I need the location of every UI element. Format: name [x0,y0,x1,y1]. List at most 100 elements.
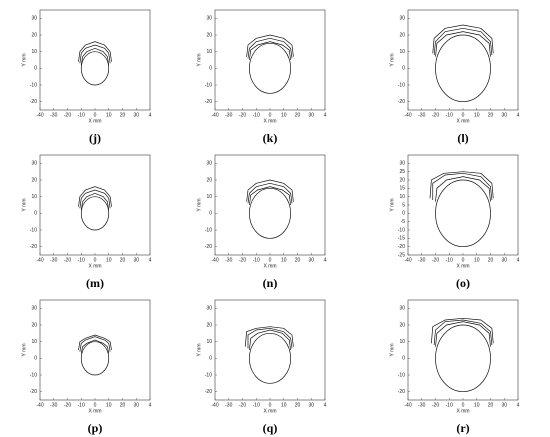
x-tick-label: -30 [225,257,232,263]
x-tick-label: -40 [211,402,218,408]
y-tick-label: 30 [399,306,405,312]
x-tick-label: 20 [120,112,126,118]
x-tick-label: -40 [36,257,43,263]
y-tick-label: 0 [209,211,212,217]
x-tick-label: -30 [225,112,232,118]
x-tick-label: -10 [446,257,453,263]
y-tick-label: 20 [206,177,212,183]
x-tick-label: 0 [94,257,97,263]
panel-label: (k) [263,131,278,145]
plot-frame [214,154,326,256]
x-tick-label: 20 [295,257,301,263]
substrate-circle [249,187,291,239]
layer-profile [432,24,494,54]
x-axis-label: X mm [456,263,469,269]
plot-frame [407,154,519,256]
y-tick-label: 30 [399,161,405,167]
x-tick-label: 20 [488,402,494,408]
x-tick-label: 20 [295,112,301,118]
y-axis-label: Y mm [21,54,27,67]
y-tick-label: 20 [206,322,212,328]
substrate-circle [80,51,110,86]
x-tick-label: 4 [149,112,152,118]
x-tick-label: 10 [281,257,287,263]
y-tick-label: 30 [31,161,37,167]
substrate-circle [80,341,110,376]
x-tick-label: -40 [36,112,43,118]
panel-label: (q) [263,421,278,435]
layer-profile [433,27,493,56]
panel-label: (p) [88,421,103,435]
y-tick-label: 10 [31,194,37,200]
y-tick-label: 20 [399,322,405,328]
layer-profile [246,179,294,202]
x-axis-label: X mm [88,118,101,124]
x-tick-label: 30 [133,112,139,118]
y-tick-label: -20 [30,99,37,105]
layer-profile [246,34,294,57]
x-tick-label: -40 [211,257,218,263]
y-axis-label: Y mm [196,54,202,67]
y-tick-label: 20 [31,177,37,183]
layer-profile [249,329,291,351]
x-tick-label: -10 [78,402,85,408]
y-tick-label: 10 [206,49,212,55]
x-tick-label: 0 [94,112,97,118]
panel-label: (n) [263,276,278,290]
layer-profile [247,327,293,349]
x-tick-label: 4 [324,402,327,408]
y-tick-label: 20 [206,32,212,38]
x-tick-label: 30 [133,257,139,263]
x-tick-label: -10 [253,257,260,263]
x-tick-label: 10 [106,112,112,118]
y-tick-label: -20 [398,244,405,250]
y-tick-label: 0 [209,66,212,72]
y-tick-label: -20 [205,389,212,395]
x-tick-label: -20 [239,257,246,263]
layer-profile [79,189,111,209]
layer-profile [249,186,291,206]
x-tick-label: 10 [106,257,112,263]
x-tick-label: 30 [308,112,314,118]
y-axis-label: Y mm [21,344,27,357]
x-tick-label: -30 [418,402,425,408]
y-tick-label: 15 [399,186,405,192]
layer-profile [247,37,293,59]
y-tick-label: -10 [205,227,212,233]
x-tick-label: 30 [501,257,507,263]
y-tick-label: 20 [399,177,405,183]
y-tick-label: -20 [205,99,212,105]
x-tick-label: 10 [281,402,287,408]
layer-profile [433,319,493,346]
y-axis-label: Y mm [196,344,202,357]
y-tick-label: 20 [399,32,405,38]
y-axis-label: Y mm [389,344,395,357]
y-tick-label: 30 [31,16,37,22]
y-tick-label: -10 [398,82,405,88]
y-tick-label: 0 [402,356,405,362]
x-tick-label: -20 [239,112,246,118]
x-tick-label: 4 [517,257,520,263]
y-tick-label: -10 [398,372,405,378]
x-tick-label: 30 [308,402,314,408]
x-tick-label: -20 [432,112,439,118]
y-tick-label: 30 [206,161,212,167]
y-tick-label: -10 [398,227,405,233]
y-axis-label: Y mm [196,199,202,212]
y-tick-label: -10 [30,372,37,378]
x-tick-label: -30 [225,402,232,408]
y-axis-label: Y mm [389,199,395,212]
y-tick-label: 0 [402,66,405,72]
y-tick-label: 0 [209,356,212,362]
plot-frame [214,9,326,111]
layer-profile [435,321,491,347]
x-tick-label: 10 [106,402,112,408]
x-tick-label: -30 [50,112,57,118]
y-tick-label: 10 [206,339,212,345]
x-tick-label: 0 [462,112,465,118]
y-tick-label: -10 [30,82,37,88]
substrate-circle [249,332,291,384]
y-tick-label: 10 [399,339,405,345]
x-tick-label: 0 [269,257,272,263]
